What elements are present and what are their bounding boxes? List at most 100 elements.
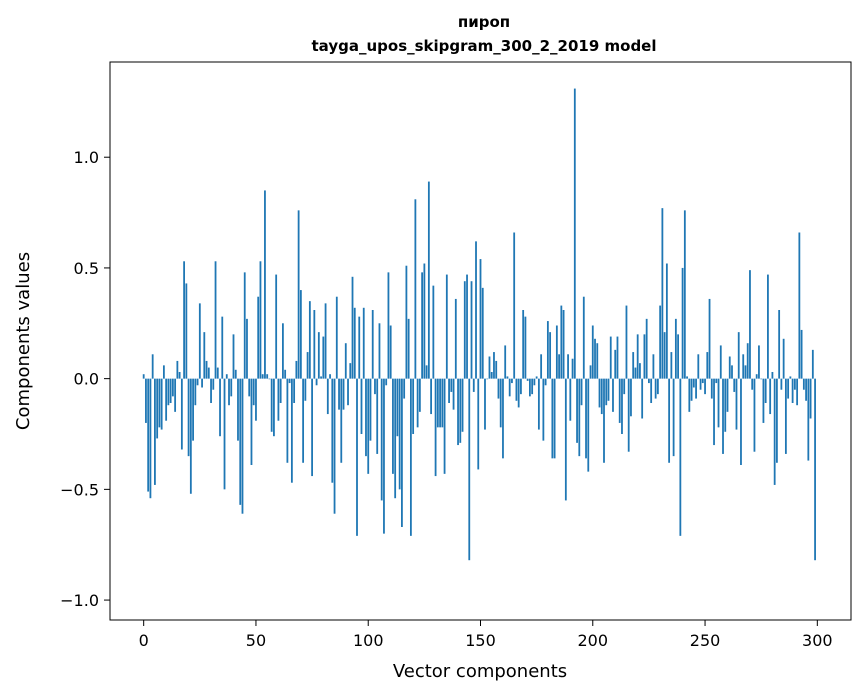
bar-66	[290, 378, 293, 483]
bar-17	[180, 378, 183, 450]
bar-264	[735, 378, 738, 430]
bar-124	[421, 272, 424, 379]
bar-13	[171, 378, 174, 397]
bar-84	[331, 378, 334, 483]
bar-31	[212, 378, 215, 390]
bar-187	[562, 310, 565, 379]
bar-81	[324, 303, 327, 379]
bar-282	[776, 378, 778, 463]
bar-56	[268, 378, 271, 380]
bar-68	[295, 360, 298, 379]
bar-277	[764, 378, 767, 403]
bar-196	[582, 296, 585, 379]
bar-243	[688, 378, 691, 412]
bar-281	[773, 378, 776, 485]
bar-199	[589, 365, 592, 379]
bar-23	[194, 378, 197, 406]
bar-225	[648, 378, 650, 384]
bar-247	[697, 354, 700, 379]
bar-58	[273, 378, 275, 437]
x-tick-label: 0	[139, 631, 149, 650]
bar-198	[587, 378, 590, 472]
bar-113	[396, 378, 399, 437]
bar-75	[311, 378, 313, 477]
bar-120	[412, 378, 415, 434]
bar-267	[742, 354, 745, 379]
bar-45	[243, 272, 246, 379]
bar-279	[769, 378, 772, 415]
bar-9	[162, 365, 165, 379]
bar-244	[690, 378, 693, 401]
bar-189	[567, 354, 569, 379]
bar-100	[367, 378, 370, 474]
bar-106	[380, 378, 383, 501]
x-tick-label: 300	[802, 631, 833, 650]
bar-263	[733, 378, 736, 392]
bar-295	[805, 378, 807, 401]
bar-72	[304, 378, 307, 401]
bar-250	[704, 378, 706, 395]
bar-245	[692, 378, 695, 388]
bar-129	[432, 285, 435, 379]
bar-159	[499, 378, 502, 428]
bar-230	[659, 305, 662, 379]
bar-164	[511, 378, 513, 384]
bar-28	[205, 360, 208, 379]
bar-18	[183, 261, 185, 379]
bar-265	[737, 332, 740, 379]
bar-203	[598, 378, 601, 408]
bar-47	[248, 378, 251, 397]
bar-97	[360, 378, 363, 434]
bar-69	[297, 210, 300, 379]
bar-283	[778, 310, 781, 379]
y-tick-label: 0.5	[74, 259, 99, 278]
bar-221	[639, 363, 641, 379]
bar-272	[753, 378, 756, 452]
bar-252	[708, 298, 711, 379]
bar-184	[555, 325, 558, 379]
bar-8	[160, 378, 163, 430]
bar-155	[490, 372, 493, 379]
bar-49	[252, 378, 255, 406]
bar-105	[378, 323, 381, 379]
bar-125	[423, 263, 426, 379]
bar-135	[445, 274, 448, 379]
bar-268	[744, 365, 747, 379]
bar-261	[728, 356, 731, 379]
bar-248	[699, 378, 702, 390]
bar-53	[261, 374, 264, 379]
bar-183	[553, 378, 556, 459]
bar-278	[767, 274, 769, 379]
bar-101	[369, 378, 372, 441]
x-axis: 0 50 100 150 200 250 300	[139, 620, 833, 650]
bar-63	[284, 369, 287, 379]
bar-93	[351, 276, 354, 379]
bar-229	[656, 378, 659, 395]
x-tick-label: 50	[246, 631, 266, 650]
bar-2	[147, 378, 150, 492]
bar-136	[448, 378, 450, 403]
bar-148	[475, 241, 477, 379]
bar-60	[277, 378, 280, 421]
bar-168	[520, 378, 522, 395]
bar-48	[250, 378, 253, 465]
bar-290	[793, 378, 796, 390]
bar-284	[780, 378, 783, 390]
bar-258	[722, 378, 724, 454]
bar-141	[459, 378, 462, 443]
bar-211	[616, 336, 619, 379]
bar-142	[461, 378, 464, 432]
bar-82	[326, 378, 329, 415]
bar-1	[145, 378, 147, 423]
chart-subtitle: tayga_upos_skipgram_300_2_2019 model	[312, 37, 657, 55]
bar-130	[434, 378, 437, 477]
bar-80	[322, 336, 325, 379]
y-axis: −1.0 −0.5 0.0 0.5 1.0	[60, 148, 110, 610]
y-tick-label: 0.0	[74, 370, 99, 389]
bar-52	[259, 261, 262, 379]
bar-276	[762, 378, 765, 423]
bar-51	[257, 296, 260, 379]
bar-297	[809, 378, 812, 419]
bar-153	[486, 378, 489, 380]
bar-214	[623, 378, 626, 395]
